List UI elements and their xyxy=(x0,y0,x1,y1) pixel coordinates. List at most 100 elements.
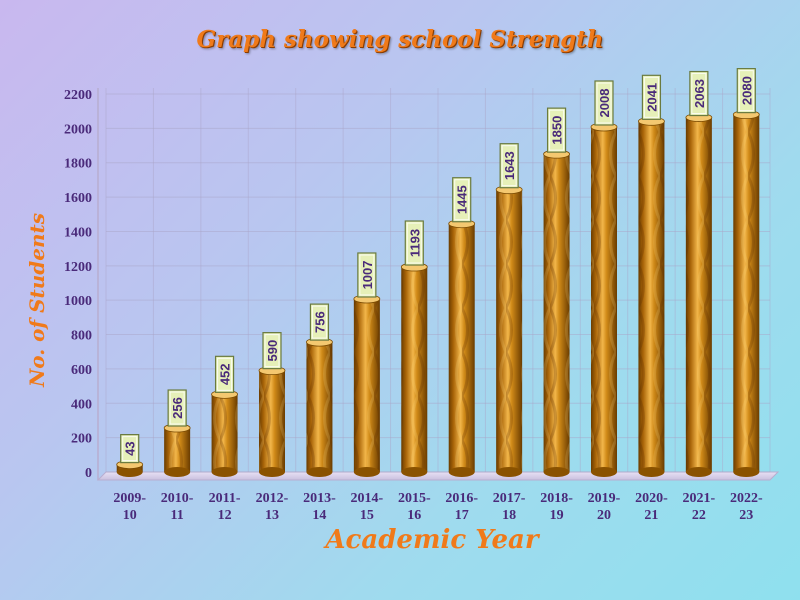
bar xyxy=(495,185,523,477)
bar xyxy=(732,110,760,477)
bar-texture xyxy=(306,342,333,472)
y-tick-label: 1200 xyxy=(64,260,92,275)
y-tick-label: 200 xyxy=(71,432,92,447)
x-tick-label-line2: 16 xyxy=(407,508,421,523)
x-tick-label-line1: 2017- xyxy=(493,491,526,506)
x-tick-label-line1: 2019- xyxy=(588,491,621,506)
bar-texture xyxy=(733,114,760,473)
x-tick-label-line1: 2020- xyxy=(635,491,668,506)
y-tick-label: 600 xyxy=(71,363,92,378)
bar-base xyxy=(211,467,238,477)
data-label: 2080 xyxy=(736,68,756,114)
data-label-text: 590 xyxy=(265,340,280,362)
data-label-box xyxy=(357,252,377,298)
x-tick-label-line2: 11 xyxy=(171,508,184,523)
data-labels: 43 256 452 590 756 1007 1193 1445 1643 1850 2008 20… xyxy=(120,68,756,464)
bar-texture xyxy=(591,126,617,473)
bar-base xyxy=(116,467,143,477)
data-label: 2041 xyxy=(641,74,662,120)
bar xyxy=(400,262,428,477)
y-tick-label: 800 xyxy=(71,329,92,344)
data-label: 1193 xyxy=(404,220,424,266)
data-label-text: 2008 xyxy=(597,89,612,118)
bar xyxy=(306,337,333,477)
bar xyxy=(163,423,191,477)
data-label-text: 1445 xyxy=(455,185,470,214)
x-tick-label-line2: 19 xyxy=(550,508,564,523)
bar-base xyxy=(306,467,333,477)
bar-base xyxy=(448,467,475,477)
data-label-text: 43 xyxy=(123,441,138,455)
x-tick-label-line1: 2013- xyxy=(303,491,336,506)
bar xyxy=(211,389,238,477)
bar xyxy=(543,149,570,477)
x-tick-label-line1: 2018- xyxy=(540,491,573,506)
data-label-inner xyxy=(643,76,659,118)
y-tick-label: 1600 xyxy=(64,191,92,206)
x-tick-label-line1: 2022- xyxy=(730,491,763,506)
bar-base xyxy=(638,467,665,477)
x-tick-label-line1: 2014- xyxy=(351,491,384,506)
x-tick-label-line1: 2012- xyxy=(256,491,289,506)
bar-texture xyxy=(496,189,523,472)
x-tick-label-line1: 2010- xyxy=(161,491,194,506)
axes: 0 200 400 600 800 1000 1200 1400 1600 1800 2000 220… xyxy=(64,88,763,523)
x-tick-label-line2: 15 xyxy=(360,508,374,523)
bar-base xyxy=(259,467,285,477)
bar xyxy=(353,294,381,477)
data-label: 1445 xyxy=(452,177,472,223)
data-label-inner xyxy=(311,305,327,339)
data-label-inner xyxy=(691,73,707,115)
data-label-box xyxy=(689,70,709,117)
x-tick-label-line1: 2015- xyxy=(398,491,431,506)
data-label-inner xyxy=(501,145,517,187)
data-label: 756 xyxy=(309,303,330,341)
data-label-inner xyxy=(264,334,280,368)
data-label-text: 2063 xyxy=(692,79,707,108)
data-label-text: 1007 xyxy=(360,261,375,290)
bar-base xyxy=(543,467,570,477)
data-label-inner xyxy=(549,109,565,151)
data-label-text: 2041 xyxy=(644,83,659,112)
data-label: 1643 xyxy=(499,143,519,189)
data-label: 256 xyxy=(167,389,187,427)
data-label: 1850 xyxy=(546,107,567,153)
data-label-text: 1850 xyxy=(550,116,565,145)
data-label-box xyxy=(499,143,519,189)
x-tick-label-line2: 13 xyxy=(265,508,279,523)
data-label-box xyxy=(594,80,614,126)
bar-texture xyxy=(353,298,380,472)
data-label-inner xyxy=(169,391,185,425)
data-label-text: 756 xyxy=(312,311,327,333)
bar xyxy=(638,116,665,477)
bar-base xyxy=(401,467,428,477)
x-tick-label-line2: 21 xyxy=(644,508,658,523)
bar-texture xyxy=(211,394,238,472)
data-label-inner xyxy=(217,357,233,391)
bars xyxy=(116,110,760,477)
data-label-inner xyxy=(454,179,470,221)
x-tick-label-line2: 14 xyxy=(312,508,326,523)
data-label-box xyxy=(120,434,140,464)
chart-title: Graph showing school Strength xyxy=(196,26,604,53)
bar xyxy=(448,219,476,477)
data-label: 1007 xyxy=(357,252,377,298)
data-label-inner xyxy=(738,70,754,112)
x-tick-label-line2: 22 xyxy=(692,508,706,523)
bar-texture xyxy=(543,154,570,473)
data-label-box xyxy=(309,303,330,341)
data-label-box xyxy=(167,389,187,427)
data-label-inner xyxy=(596,82,612,124)
data-label-box xyxy=(214,355,235,393)
data-label-text: 452 xyxy=(218,363,233,385)
bar-texture xyxy=(685,117,712,472)
bar-texture xyxy=(259,370,285,472)
data-label: 2008 xyxy=(594,80,614,126)
data-label-inner xyxy=(122,436,138,462)
bar xyxy=(258,366,286,477)
data-label-box xyxy=(641,74,662,120)
y-tick-label: 400 xyxy=(71,397,92,412)
y-tick-label: 2000 xyxy=(64,122,92,137)
x-tick-label-line2: 12 xyxy=(218,508,232,523)
